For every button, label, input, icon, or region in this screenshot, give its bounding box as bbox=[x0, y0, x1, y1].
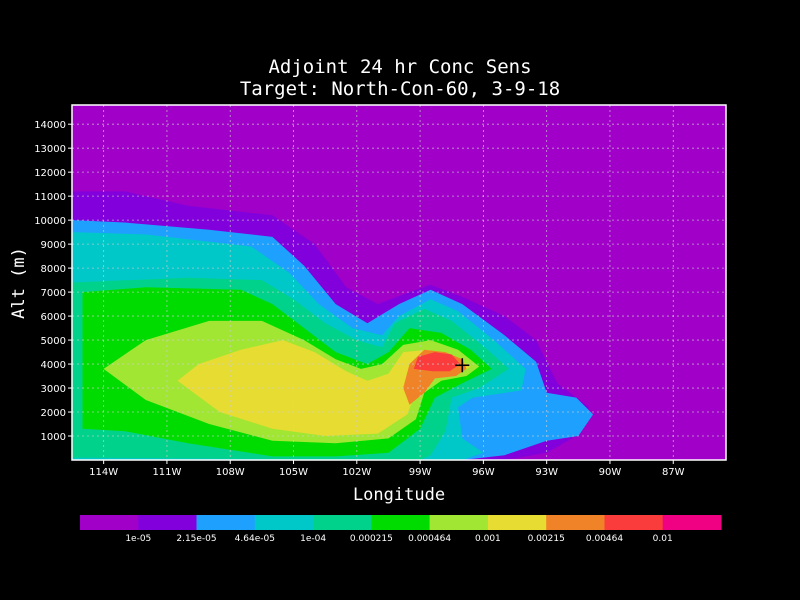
y-tick-label: 14000 bbox=[34, 120, 66, 131]
colorbar-label: 0.000464 bbox=[408, 534, 451, 544]
colorbar: 1e-05 2.15e-05 4.64e-05 1e-04 0.000215 0.0004… bbox=[80, 515, 722, 544]
colorbar-swatch bbox=[662, 515, 722, 530]
y-tick-label: 7000 bbox=[41, 288, 66, 299]
x-tick-label: 96W bbox=[472, 467, 495, 478]
y-axis-ticks: 1000 2000 3000 4000 5000 6000 7000 8000 9000 1000… bbox=[34, 120, 72, 443]
chart-title: Adjoint 24 hr Conc Sens bbox=[268, 56, 531, 78]
colorbar-label: 0.001 bbox=[475, 534, 501, 544]
y-tick-label: 3000 bbox=[41, 384, 66, 395]
y-tick-label: 11000 bbox=[34, 192, 66, 203]
colorbar-label: 1e-05 bbox=[125, 534, 151, 544]
colorbar-label: 0.000215 bbox=[350, 534, 393, 544]
x-tick-label: 99W bbox=[409, 467, 432, 478]
y-tick-label: 4000 bbox=[41, 360, 66, 371]
colorbar-swatch bbox=[371, 515, 431, 530]
colorbar-swatch bbox=[80, 515, 139, 530]
colorbar-swatch bbox=[196, 515, 256, 530]
colorbar-swatch bbox=[604, 515, 664, 530]
y-tick-label: 6000 bbox=[41, 312, 66, 323]
x-tick-label: 102W bbox=[342, 467, 371, 478]
colorbar-label: 4.64e-05 bbox=[235, 534, 275, 544]
contour-level-9 bbox=[413, 352, 461, 372]
y-tick-label: 8000 bbox=[41, 264, 66, 275]
colorbar-label: 1e-04 bbox=[300, 534, 326, 544]
x-tick-label: 90W bbox=[599, 467, 622, 478]
x-tick-label: 108W bbox=[216, 467, 245, 478]
colorbar-swatch bbox=[138, 515, 198, 530]
x-tick-label: 105W bbox=[279, 467, 308, 478]
colorbar-swatch bbox=[254, 515, 314, 530]
colorbar-swatch bbox=[313, 515, 372, 530]
colorbar-swatch bbox=[429, 515, 489, 530]
colorbar-label: 0.00464 bbox=[586, 534, 623, 544]
y-tick-label: 13000 bbox=[34, 144, 66, 155]
colorbar-label: 2.15e-05 bbox=[176, 534, 216, 544]
target-marker bbox=[455, 358, 470, 373]
x-tick-label: 87W bbox=[662, 467, 685, 478]
colorbar-swatch bbox=[546, 515, 605, 530]
x-axis-label: Longitude bbox=[353, 485, 445, 505]
colorbar-label: 0.01 bbox=[653, 534, 673, 544]
plot-frame bbox=[71, 104, 727, 461]
y-tick-label: 10000 bbox=[34, 216, 66, 227]
grid-lines bbox=[72, 105, 726, 460]
y-tick-label: 5000 bbox=[41, 336, 66, 347]
y-tick-label: 1000 bbox=[41, 432, 66, 443]
colorbar-label: 0.00215 bbox=[528, 534, 565, 544]
x-tick-label: 111W bbox=[152, 467, 181, 478]
x-tick-label: 93W bbox=[535, 467, 558, 478]
y-tick-label: 12000 bbox=[34, 168, 66, 179]
chart-subtitle: Target: North-Con-60, 3-9-18 bbox=[240, 78, 560, 100]
y-tick-label: 9000 bbox=[41, 240, 66, 251]
y-axis-label: Alt (m) bbox=[9, 247, 29, 319]
colorbar-swatch bbox=[487, 515, 547, 530]
x-tick-label: 114W bbox=[89, 467, 118, 478]
y-tick-label: 2000 bbox=[41, 408, 66, 419]
x-axis-ticks: 114W 111W 108W 105W 102W 99W 96W 93W 90W 87W bbox=[89, 460, 685, 478]
